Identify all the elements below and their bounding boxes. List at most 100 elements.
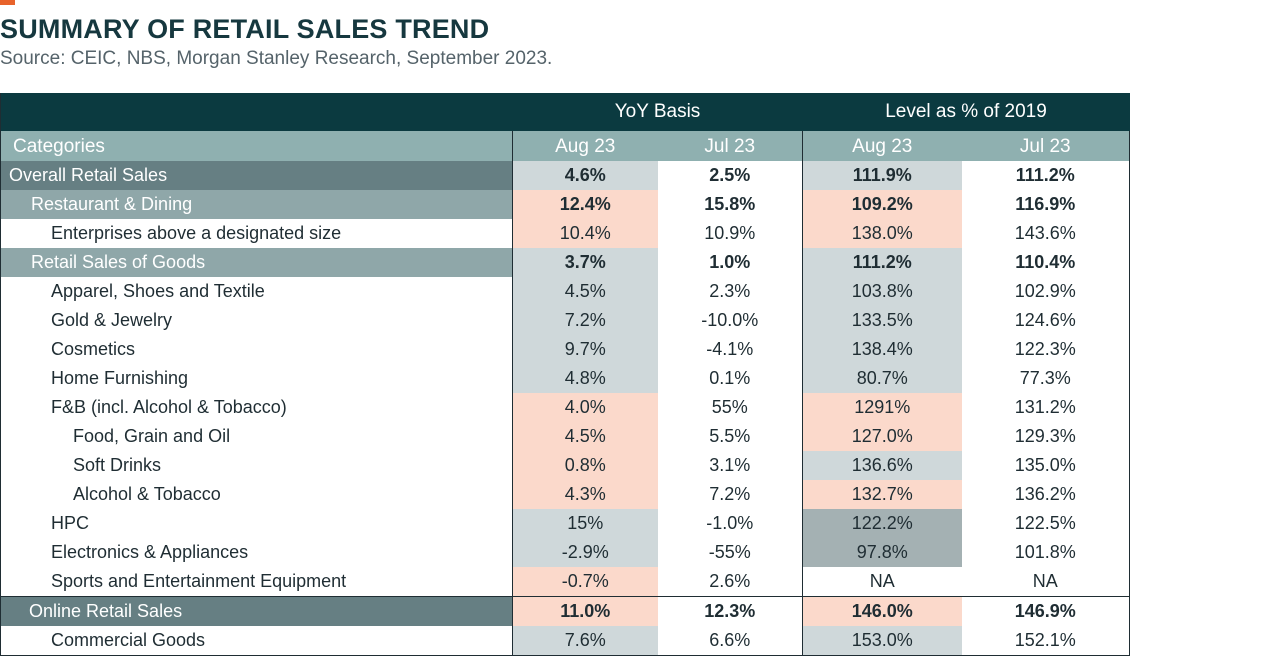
table-row: Commercial Goods 7.6% 6.6% 153.0% 152.1% — [0, 626, 1131, 656]
cell-value: 55% — [657, 393, 803, 422]
table-row: Restaurant & Dining 12.4% 15.8% 109.2% 1… — [0, 190, 1131, 219]
table-row: Online Retail Sales 11.0% 12.3% 146.0% 1… — [0, 596, 1131, 626]
col-header-level-jul: Jul 23 — [961, 131, 1131, 161]
cell-value: 10.4% — [512, 219, 658, 248]
row-label: Apparel, Shoes and Textile — [51, 281, 265, 301]
cell-value: 5.5% — [657, 422, 803, 451]
cell-value: -4.1% — [657, 335, 803, 364]
column-header-row: Categories Aug 23 Jul 23 Aug 23 Jul 23 — [0, 131, 1131, 161]
cell-value: -55% — [657, 538, 803, 567]
cell-value: -10.0% — [657, 306, 803, 335]
row-label: Retail Sales of Goods — [0, 248, 513, 277]
table-row: Retail Sales of Goods 3.7% 1.0% 111.2% 1… — [0, 248, 1131, 277]
cell-value: 0.8% — [512, 451, 658, 480]
cell-value: 110.4% — [961, 248, 1131, 277]
cell-value: 109.2% — [802, 190, 962, 219]
cell-value: 0.1% — [657, 364, 803, 393]
cell-value: 10.9% — [657, 219, 803, 248]
cell-value: 122.5% — [961, 509, 1131, 538]
table-row: Enterprises above a designated size 10.4… — [1, 219, 1131, 248]
cell-value: 132.7% — [802, 480, 962, 509]
cell-value: 111.9% — [802, 161, 962, 190]
cell-value: 97.8% — [802, 538, 962, 567]
cell-value: 80.7% — [802, 364, 962, 393]
cell-value: 12.4% — [512, 190, 658, 219]
cell-value: 1.0% — [657, 248, 803, 277]
cell-value: 7.2% — [657, 480, 803, 509]
row-label: Home Furnishing — [51, 368, 189, 388]
cell-value: -1.0% — [657, 509, 803, 538]
cell-value: 77.3% — [961, 364, 1131, 393]
cell-value: 153.0% — [802, 626, 962, 656]
cell-value: 1291% — [802, 393, 962, 422]
cell-value: 7.6% — [512, 626, 658, 656]
cell-value: 2.3% — [657, 277, 803, 306]
cell-value: 129.3% — [961, 422, 1131, 451]
cell-value: 111.2% — [961, 161, 1131, 190]
table-row: Cosmetics 9.7% -4.1% 138.4% 122.3% — [1, 335, 1131, 364]
table-row: F&B (incl. Alcohol & Tobacco) 4.0% 55% 1… — [1, 393, 1131, 422]
group-header-empty — [0, 93, 513, 131]
col-header-categories: Categories — [0, 131, 513, 161]
table-row: Electronics & Appliances -2.9% -55% 97.8… — [1, 538, 1131, 567]
cell-value: 136.6% — [802, 451, 962, 480]
group-header-row: YoY Basis Level as % of 2019 — [0, 93, 1130, 131]
cell-value: 4.0% — [512, 393, 658, 422]
cell-value: 15% — [512, 509, 658, 538]
cell-value: 15.8% — [657, 190, 803, 219]
cell-value: 4.5% — [512, 277, 658, 306]
retail-sales-table: YoY Basis Level as % of 2019 Categories … — [0, 93, 1131, 656]
table-row: Food, Grain and Oil 4.5% 5.5% 127.0% 129… — [1, 422, 1131, 451]
cell-value: 122.2% — [802, 509, 962, 538]
row-label: HPC — [51, 513, 90, 533]
table-row: Home Furnishing 4.8% 0.1% 80.7% 77.3% — [1, 364, 1131, 393]
cell-value: 131.2% — [961, 393, 1131, 422]
col-header-yoy-jul: Jul 23 — [657, 131, 803, 161]
cell-value: 124.6% — [961, 306, 1131, 335]
cell-value: 4.8% — [512, 364, 658, 393]
table-row: Overall Retail Sales 4.6% 2.5% 111.9% 11… — [0, 161, 1131, 190]
cell-value: 4.3% — [512, 480, 658, 509]
cell-value: 152.1% — [961, 626, 1131, 656]
cell-value: 138.4% — [802, 335, 962, 364]
accent-mark — [0, 0, 15, 5]
cell-value: 127.0% — [802, 422, 962, 451]
row-label: F&B (incl. Alcohol & Tobacco) — [51, 397, 287, 417]
table-row: HPC 15% -1.0% 122.2% 122.5% — [1, 509, 1131, 538]
cell-value: 12.3% — [657, 596, 803, 626]
cell-value: 135.0% — [961, 451, 1131, 480]
source-note: Source: CEIC, NBS, Morgan Stanley Resear… — [0, 48, 553, 69]
cell-value: 103.8% — [802, 277, 962, 306]
row-label: Sports and Entertainment Equipment — [51, 571, 347, 591]
row-label: Gold & Jewelry — [51, 310, 173, 330]
cell-value: 9.7% — [512, 335, 658, 364]
row-label: Online Retail Sales — [0, 596, 513, 626]
col-header-yoy-aug: Aug 23 — [512, 131, 658, 161]
cell-value: 4.6% — [512, 161, 658, 190]
row-label: Restaurant & Dining — [0, 190, 513, 219]
cell-value: -2.9% — [512, 538, 658, 567]
cell-value: NA — [802, 567, 962, 597]
cell-value: 116.9% — [961, 190, 1131, 219]
cell-value: 143.6% — [961, 219, 1131, 248]
group-header-level: Level as % of 2019 — [802, 93, 1130, 131]
row-label: Commercial Goods — [0, 626, 513, 656]
cell-value: 111.2% — [802, 248, 962, 277]
cell-value: 138.0% — [802, 219, 962, 248]
cell-value: 146.9% — [961, 596, 1131, 626]
row-label: Overall Retail Sales — [0, 161, 513, 190]
cell-value: 102.9% — [961, 277, 1131, 306]
cell-value: 11.0% — [512, 596, 658, 626]
table-row: Alcohol & Tobacco 4.3% 7.2% 132.7% 136.2… — [1, 480, 1131, 509]
cell-value: 136.2% — [961, 480, 1131, 509]
cell-value: 4.5% — [512, 422, 658, 451]
cell-value: 6.6% — [657, 626, 803, 656]
col-header-level-aug: Aug 23 — [802, 131, 962, 161]
row-label: Food, Grain and Oil — [73, 426, 231, 446]
cell-value: 133.5% — [802, 306, 962, 335]
cell-value: -0.7% — [512, 567, 658, 597]
table-row: Sports and Entertainment Equipment -0.7%… — [1, 567, 1131, 597]
cell-value: 122.3% — [961, 335, 1131, 364]
cell-value: 3.7% — [512, 248, 658, 277]
cell-value: 2.5% — [657, 161, 803, 190]
